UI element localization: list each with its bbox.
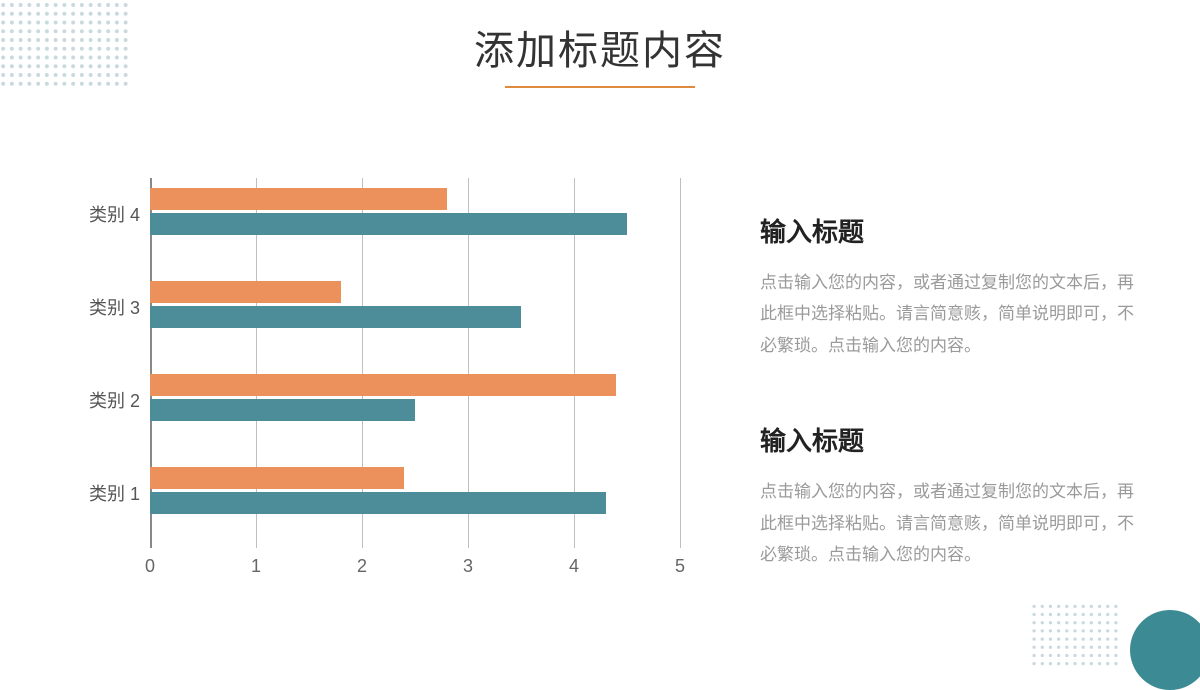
x-tick-label: 5: [675, 556, 685, 577]
bar-series2: [150, 399, 415, 421]
bar-group: 类别 2: [150, 374, 680, 421]
section-1-body: 点击输入您的内容，或者通过复制您的文本后，再此框中选择粘贴。请言简意赅，简单说明…: [760, 267, 1140, 361]
x-tick-label: 4: [569, 556, 579, 577]
section-2-body: 点击输入您的内容，或者通过复制您的文本后，再此框中选择粘贴。请言简意赅，简单说明…: [760, 476, 1140, 570]
x-tick-label: 0: [145, 556, 155, 577]
section-2-heading: 输入标题: [760, 421, 1140, 458]
text-column: 输入标题 点击输入您的内容，或者通过复制您的文本后，再此框中选择粘贴。请言简意赅…: [760, 178, 1140, 631]
bar-series2: [150, 306, 521, 328]
section-2: 输入标题 点击输入您的内容，或者通过复制您的文本后，再此框中选择粘贴。请言简意赅…: [760, 421, 1140, 570]
bar-group: 类别 3: [150, 281, 680, 328]
bar-series1: [150, 188, 447, 210]
bar-group: 类别 4: [150, 188, 680, 235]
y-axis-label: 类别 1: [76, 480, 140, 506]
chart-plot: 类别 4 类别 3 类别 2 类别 1: [150, 178, 680, 548]
section-1: 输入标题 点击输入您的内容，或者通过复制您的文本后，再此框中选择粘贴。请言简意赅…: [760, 212, 1140, 361]
section-1-heading: 输入标题: [760, 212, 1140, 249]
decor-circle: [1130, 610, 1200, 690]
title-block: 添加标题内容: [0, 0, 1200, 88]
bar-chart: 类别 4 类别 3 类别 2 类别 1 0 1 2 3 4 5: [80, 178, 700, 578]
x-tick-label: 2: [357, 556, 367, 577]
y-axis-label: 类别 4: [76, 201, 140, 227]
bar-series1: [150, 467, 404, 489]
bar-series2: [150, 213, 627, 235]
y-axis-label: 类别 3: [76, 294, 140, 320]
x-tick-label: 1: [251, 556, 261, 577]
x-tick-label: 3: [463, 556, 473, 577]
gridline: [680, 178, 681, 548]
bar-series1: [150, 281, 341, 303]
page-title: 添加标题内容: [0, 18, 1200, 76]
bar-group: 类别 1: [150, 467, 680, 514]
y-axis-label: 类别 2: [76, 387, 140, 413]
bar-series1: [150, 374, 616, 396]
bar-series2: [150, 492, 606, 514]
chart-x-axis: 012345: [150, 556, 680, 580]
